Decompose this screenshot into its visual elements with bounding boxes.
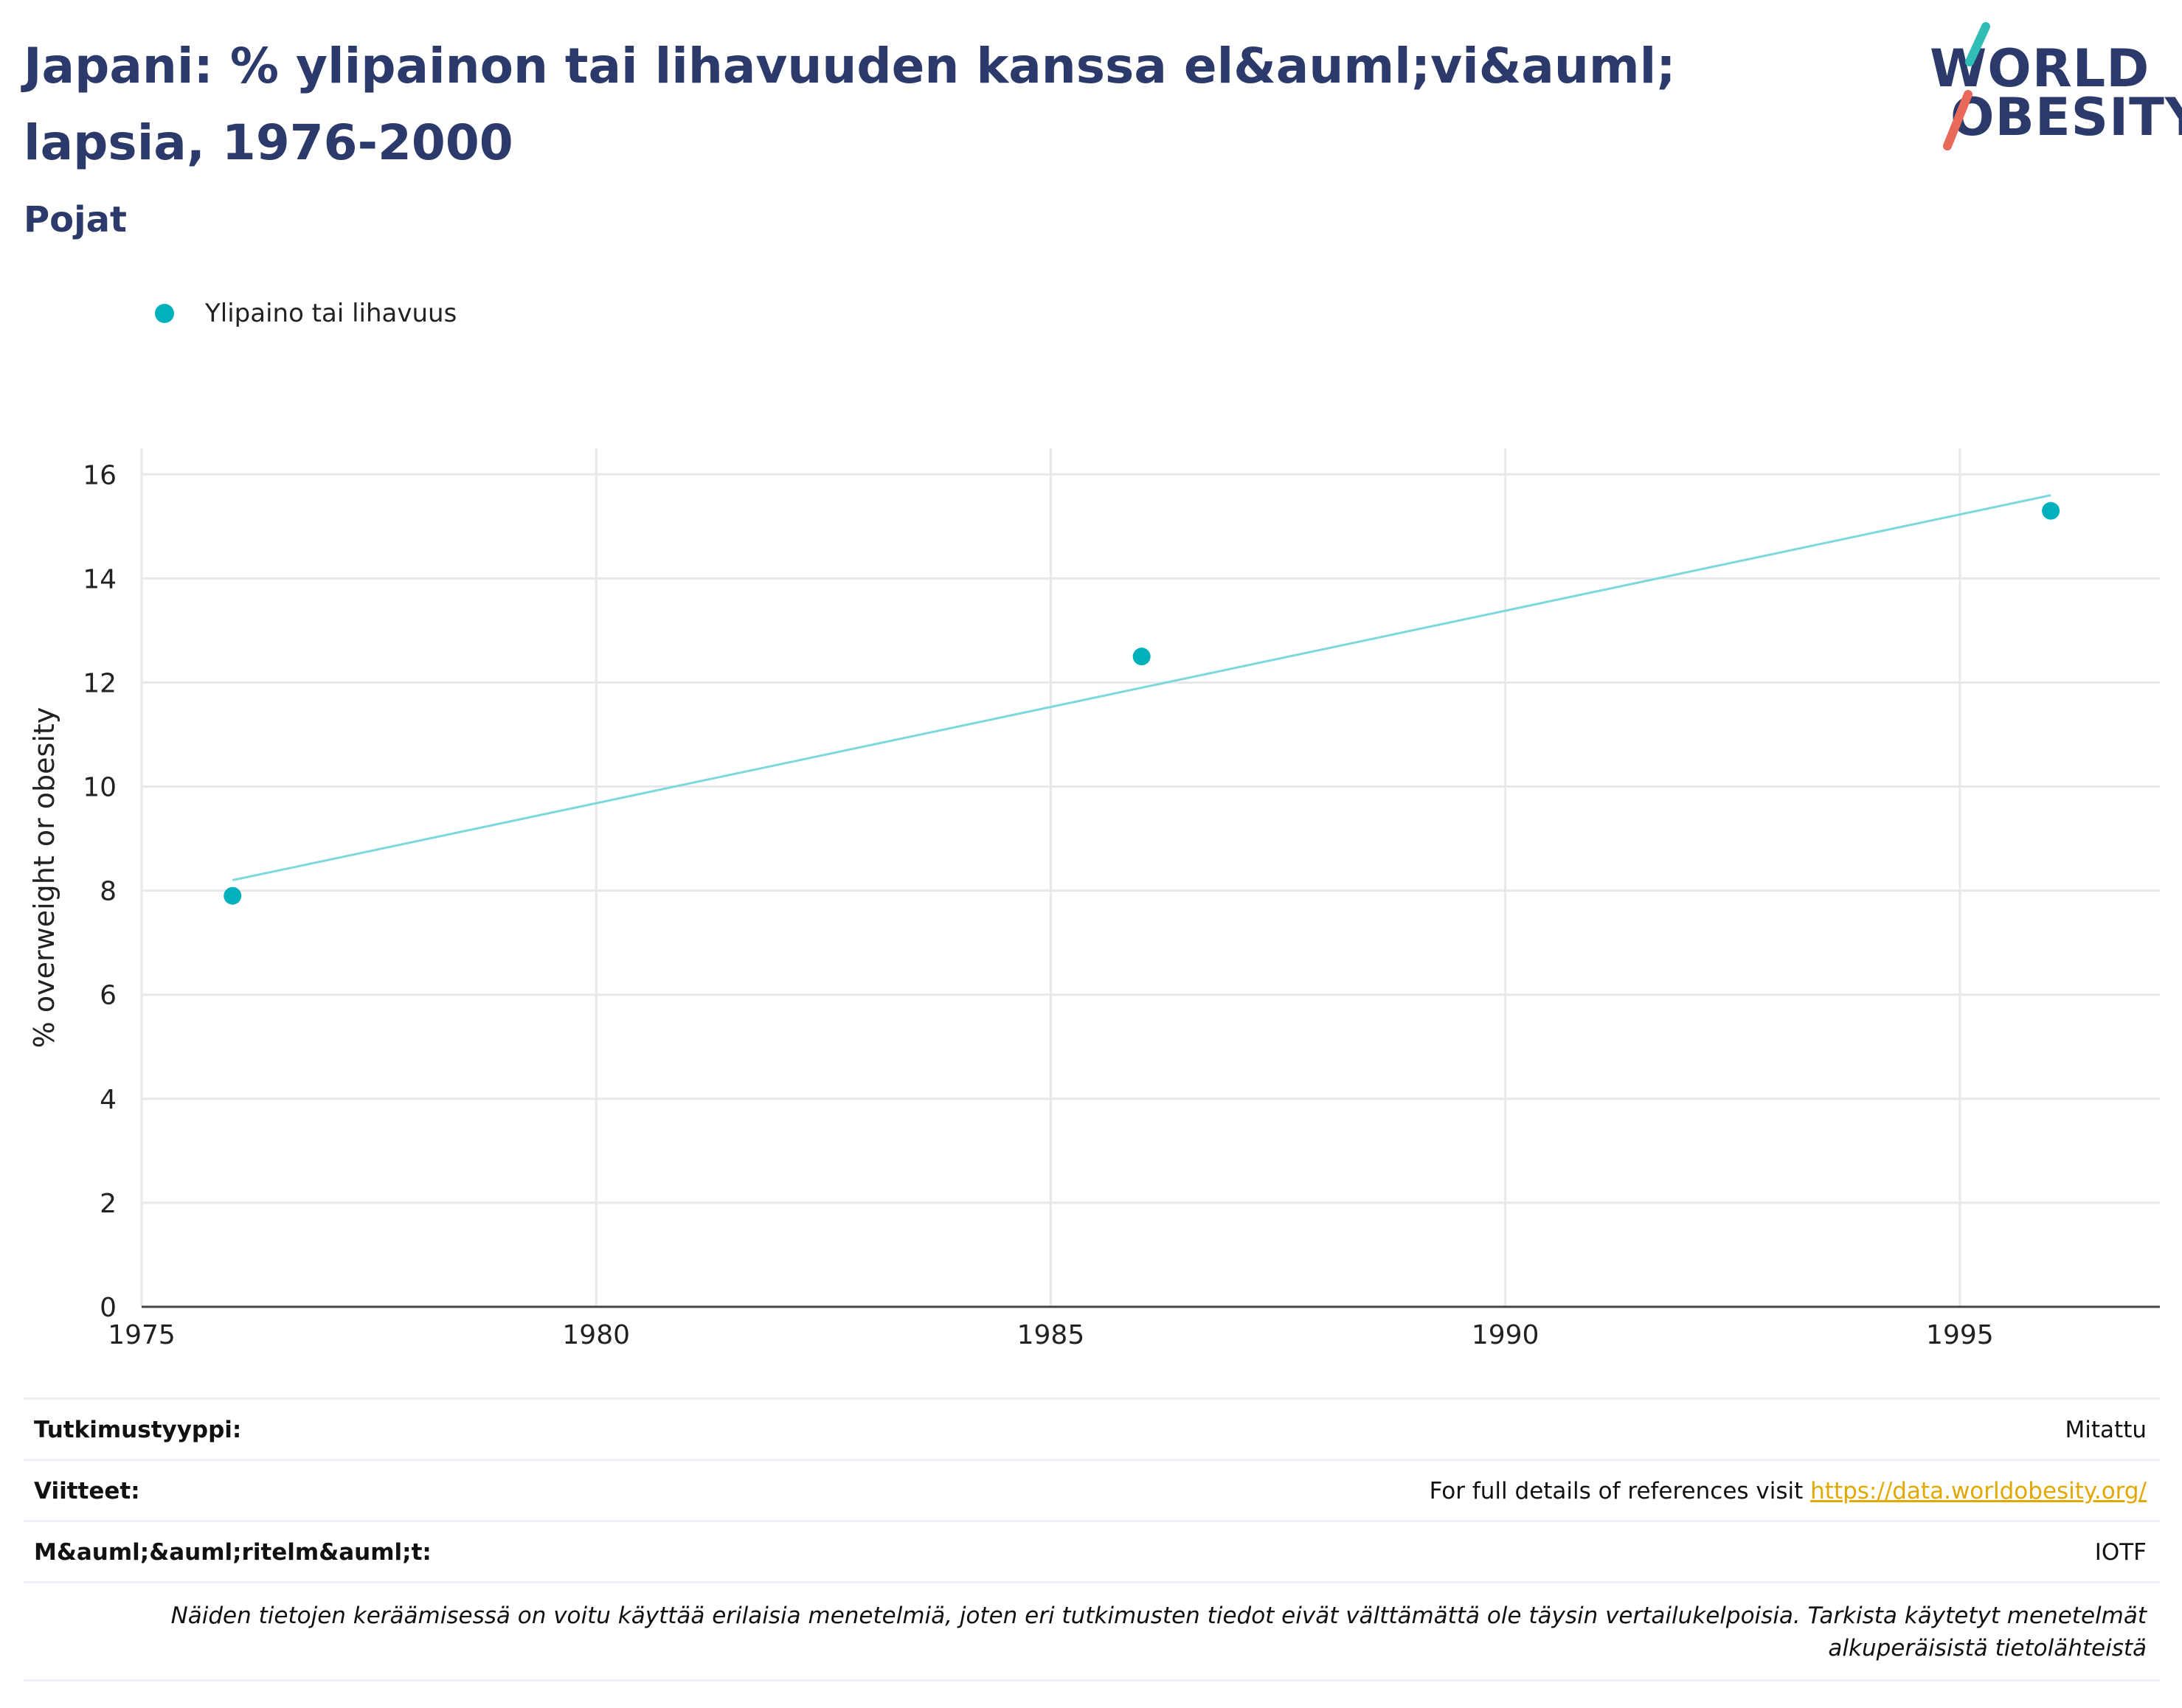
page-subtitle: Pojat	[24, 199, 127, 240]
info-row-study-type: Tutkimustyyppi: Mitattu	[24, 1398, 2160, 1460]
y-tick-label: 12	[83, 668, 117, 698]
info-value: IOTF	[2094, 1539, 2147, 1566]
x-tick-label: 1995	[1926, 1320, 1994, 1350]
data-point	[1132, 648, 1151, 666]
data-point	[2042, 501, 2060, 520]
logo-text-world: WORLD	[1930, 38, 2150, 99]
y-tick-label: 8	[100, 877, 117, 907]
info-key: M&auml;&auml;ritelm&auml;t:	[34, 1539, 432, 1566]
info-value: Mitattu	[2065, 1417, 2147, 1443]
references-text: For full details of references visit	[1429, 1478, 1811, 1504]
data-point	[224, 886, 242, 905]
logo-slash-icon	[1943, 22, 1990, 150]
x-tick-label: 1975	[108, 1320, 176, 1350]
note-line: Näiden tietojen keräämisessä on voitu kä…	[170, 1603, 2147, 1629]
world-obesity-logo[interactable]: WORLD OBESITY	[1927, 21, 2182, 153]
methodology-note: Näiden tietojen keräämisessä on voitu kä…	[24, 1581, 2160, 1681]
y-tick-label: 0	[100, 1293, 117, 1323]
y-tick-label: 4	[100, 1085, 117, 1115]
logo-text-obesity: OBESITY	[1950, 87, 2182, 147]
info-key: Tutkimustyyppi:	[34, 1417, 242, 1443]
legend-marker	[155, 304, 174, 323]
y-axis-title: % overweight or obesity	[28, 707, 60, 1049]
x-tick-label: 1980	[562, 1320, 630, 1350]
info-row-definitions: M&auml;&auml;ritelm&auml;t: IOTF	[24, 1520, 2160, 1583]
chart-legend[interactable]: Ylipaino tai lihavuus	[155, 295, 457, 332]
x-tick-label: 1990	[1472, 1320, 1539, 1350]
page-title: Japani: % ylipainon tai lihavuuden kanss…	[24, 38, 1676, 171]
scatter-chart: 0 2 4 6 8 10 12 14 16 1975 1980 1985 1990 1995	[83, 448, 2160, 1350]
info-key: Viitteet:	[34, 1478, 140, 1504]
y-tick-label: 14	[83, 564, 117, 594]
info-row-references: Viitteet: For full details of references…	[24, 1459, 2160, 1521]
legend-label: Ylipaino tai lihavuus	[205, 299, 457, 328]
y-tick-label: 10	[83, 773, 117, 803]
trendline	[232, 494, 2051, 881]
references-link[interactable]: https://data.worldobesity.org/	[1810, 1478, 2147, 1504]
y-tick-label: 2	[100, 1189, 117, 1219]
x-tick-label: 1985	[1017, 1320, 1085, 1350]
y-tick-label: 6	[100, 981, 117, 1011]
info-value: For full details of references visit htt…	[1430, 1478, 2160, 1504]
y-tick-label: 16	[83, 460, 117, 490]
note-line: alkuperäisistä tietolähteistä	[1828, 1635, 2147, 1662]
